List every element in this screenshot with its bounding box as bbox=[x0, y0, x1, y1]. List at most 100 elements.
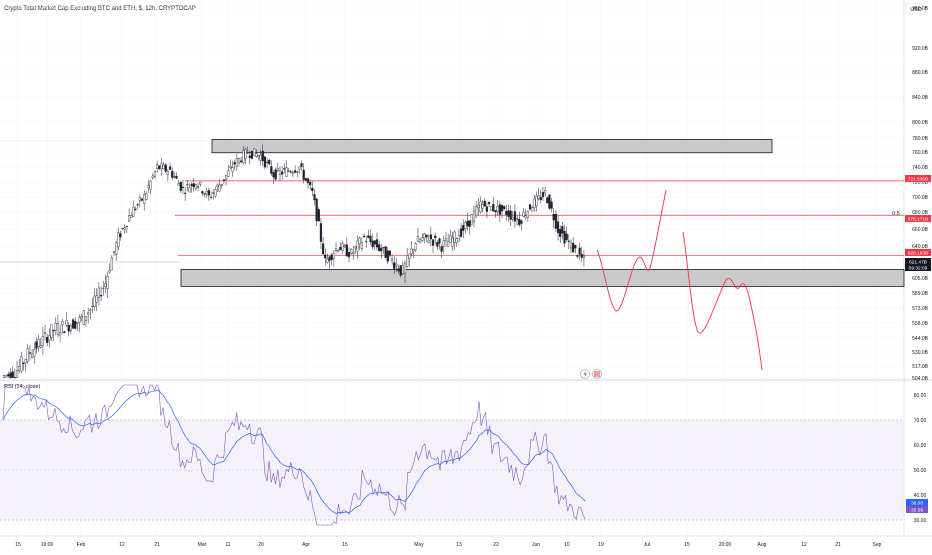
candle-body bbox=[509, 210, 512, 220]
candle-body bbox=[578, 247, 581, 255]
candle-body bbox=[516, 218, 519, 220]
rsi-scale-label: 50.00 bbox=[914, 468, 927, 474]
candle-body bbox=[196, 186, 200, 188]
candle-body bbox=[216, 184, 219, 187]
candle-body bbox=[500, 204, 504, 212]
candle-body bbox=[550, 201, 553, 209]
lightning-icon[interactable] bbox=[580, 369, 590, 379]
candle-body bbox=[237, 157, 241, 164]
candle-body bbox=[274, 169, 277, 180]
price-scale-label: 960.0B bbox=[912, 6, 929, 12]
candle-body bbox=[291, 172, 295, 174]
time-axis-label: 15 bbox=[342, 542, 348, 548]
candle-body bbox=[59, 332, 62, 336]
horizontal-lines[interactable] bbox=[0, 140, 904, 263]
candle-body bbox=[7, 374, 10, 377]
time-axis-label: 19:00 bbox=[41, 542, 54, 548]
candle-body bbox=[48, 335, 51, 341]
projection-drawings[interactable] bbox=[596, 189, 763, 371]
candle-body bbox=[468, 220, 471, 227]
price-scale-label: 530.0B bbox=[912, 350, 929, 356]
candle-body bbox=[9, 372, 12, 379]
candle-body bbox=[74, 321, 77, 329]
candle-body bbox=[498, 204, 501, 215]
candle-body bbox=[250, 150, 254, 159]
candle-body bbox=[444, 238, 448, 241]
candle-body bbox=[563, 230, 566, 244]
candle-body bbox=[227, 170, 230, 177]
time-axis-label: 12 bbox=[119, 542, 125, 548]
candle-body bbox=[369, 235, 372, 242]
candle-body bbox=[384, 246, 387, 258]
candle-body bbox=[341, 243, 344, 251]
candle-body bbox=[190, 184, 193, 187]
candle-body bbox=[119, 233, 122, 238]
candle-body bbox=[15, 370, 19, 378]
candle-body bbox=[365, 241, 368, 243]
candle-body bbox=[33, 349, 36, 357]
candle-body bbox=[69, 325, 72, 332]
candle-body bbox=[309, 182, 312, 186]
currency-button[interactable]: USD bbox=[905, 2, 927, 15]
flag-icon[interactable] bbox=[592, 369, 602, 379]
candle-body bbox=[447, 241, 450, 247]
candle-body bbox=[224, 175, 228, 180]
candle-body bbox=[130, 215, 133, 218]
candle-body bbox=[153, 171, 157, 177]
candle-body bbox=[395, 263, 398, 267]
candle-body bbox=[127, 215, 131, 222]
candle-body bbox=[201, 191, 204, 194]
candle-body bbox=[203, 193, 206, 195]
candle-body bbox=[451, 237, 454, 247]
rsi-tag-label: 35.56 bbox=[911, 508, 923, 514]
support-resistance-zones[interactable] bbox=[180, 138, 905, 287]
candle-body bbox=[272, 172, 275, 178]
candle-body bbox=[24, 359, 27, 364]
candle-body bbox=[423, 233, 426, 239]
candle-body bbox=[104, 283, 107, 287]
candle-body bbox=[317, 209, 320, 222]
price-scale-label: 517.0B bbox=[912, 364, 929, 370]
candle-body bbox=[360, 241, 363, 249]
candle-body bbox=[156, 164, 159, 169]
candle-body bbox=[89, 309, 92, 311]
candle-body bbox=[41, 335, 44, 346]
candle-body bbox=[302, 169, 305, 180]
candles bbox=[2, 144, 586, 379]
candle-body bbox=[186, 184, 189, 186]
time-axis-label: 21 bbox=[835, 542, 841, 548]
candle-body bbox=[322, 243, 325, 255]
candle-body bbox=[261, 150, 264, 162]
time-axis-label: 10 bbox=[564, 542, 570, 548]
price-tag-label: 628.193B bbox=[908, 251, 929, 257]
candle-body bbox=[43, 332, 47, 334]
chart-title: Crypto Total Market Cap Excluding BTC an… bbox=[4, 6, 196, 12]
candle-body bbox=[175, 175, 178, 179]
price-scale-label: 558.0B bbox=[912, 321, 929, 327]
price-scale-area[interactable] bbox=[904, 0, 932, 550]
candle-body bbox=[580, 253, 583, 258]
candle-body bbox=[434, 235, 437, 239]
time-axis-label: 19 bbox=[598, 542, 604, 548]
time-axis-label: Jun bbox=[532, 542, 540, 548]
time-axis-labels[interactable]: 15 19:00 Feb 12 21 Mar 11 20 Apr 15 May 13 22 Jun 10 19… bbox=[15, 542, 881, 548]
candle-body bbox=[328, 256, 331, 261]
candle-body bbox=[173, 176, 176, 178]
candle-body bbox=[298, 166, 301, 170]
candle-body bbox=[339, 246, 342, 251]
time-axis-label: Feb bbox=[77, 542, 86, 548]
candle-body bbox=[240, 160, 243, 163]
candle-body bbox=[496, 206, 499, 212]
projection-path bbox=[682, 231, 763, 371]
candle-body bbox=[582, 255, 586, 258]
candle-body bbox=[490, 206, 493, 211]
price-scale-label: 660.0B bbox=[912, 227, 929, 233]
candle-body bbox=[293, 170, 297, 173]
candle-body bbox=[259, 154, 262, 161]
candle-body bbox=[343, 245, 346, 248]
candle-body bbox=[143, 194, 146, 204]
candle-body bbox=[548, 194, 551, 209]
candle-body bbox=[37, 339, 40, 348]
time-axis-label: 13 bbox=[456, 542, 462, 548]
